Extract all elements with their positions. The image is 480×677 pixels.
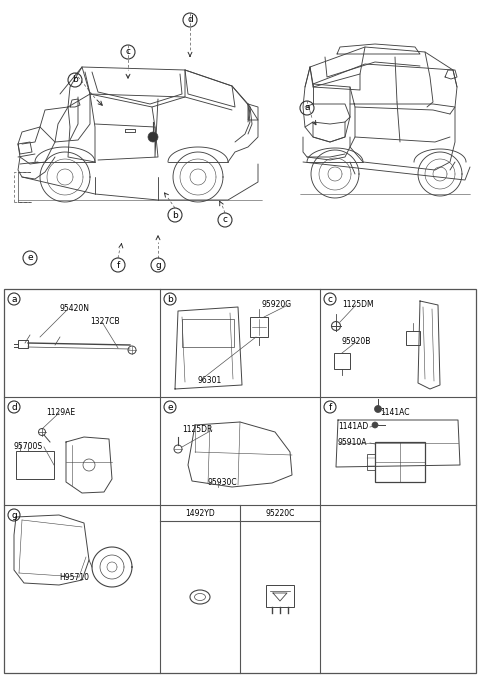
Text: 1492YD: 1492YD <box>185 508 215 517</box>
Circle shape <box>148 132 158 142</box>
Text: b: b <box>172 211 178 219</box>
Text: 95930C: 95930C <box>208 478 238 487</box>
Bar <box>334 353 350 369</box>
Text: H95710: H95710 <box>59 573 89 582</box>
Text: b: b <box>72 76 78 85</box>
Bar <box>18 340 28 348</box>
Text: 95700S: 95700S <box>14 442 43 451</box>
Text: 95920G: 95920G <box>262 300 292 309</box>
Bar <box>250 317 268 337</box>
Text: d: d <box>187 16 193 24</box>
Text: f: f <box>116 261 120 269</box>
Text: 1125DM: 1125DM <box>342 300 373 309</box>
Text: a: a <box>11 294 17 303</box>
Text: 95920B: 95920B <box>342 337 372 346</box>
Text: e: e <box>27 253 33 263</box>
Bar <box>182 319 234 347</box>
Bar <box>406 331 420 345</box>
Bar <box>16 451 54 479</box>
Text: g: g <box>11 510 17 519</box>
Circle shape <box>372 422 378 428</box>
Bar <box>375 442 425 482</box>
Text: 1129AE: 1129AE <box>46 408 75 417</box>
Bar <box>266 585 294 607</box>
Text: f: f <box>328 403 332 412</box>
Text: 95220C: 95220C <box>265 508 295 517</box>
Text: g: g <box>155 261 161 269</box>
Text: 96301: 96301 <box>198 376 222 385</box>
Text: 95910A: 95910A <box>338 438 368 447</box>
Circle shape <box>374 406 382 412</box>
Bar <box>4 289 476 673</box>
Text: 1141AD: 1141AD <box>338 422 368 431</box>
Bar <box>367 454 375 470</box>
Text: c: c <box>125 47 131 56</box>
Text: 1141AC: 1141AC <box>380 408 409 417</box>
Text: d: d <box>11 403 17 412</box>
Text: 95420N: 95420N <box>60 304 90 313</box>
Text: 1125DR: 1125DR <box>182 425 212 434</box>
Text: b: b <box>167 294 173 303</box>
Text: c: c <box>223 215 228 225</box>
Text: c: c <box>327 294 333 303</box>
Text: e: e <box>167 403 173 412</box>
Text: 1327CB: 1327CB <box>90 317 120 326</box>
Text: a: a <box>304 104 310 112</box>
